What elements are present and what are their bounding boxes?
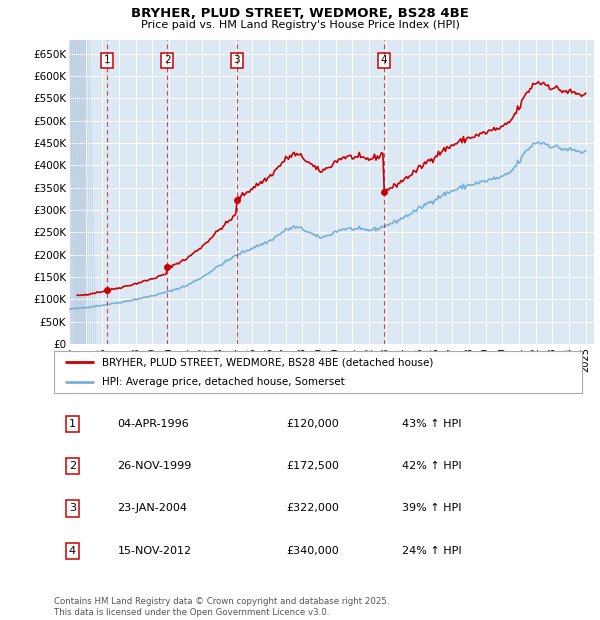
Text: 2: 2 [69, 461, 76, 471]
Text: 24% ↑ HPI: 24% ↑ HPI [403, 546, 462, 556]
Text: 2: 2 [164, 55, 170, 65]
Text: HPI: Average price, detached house, Somerset: HPI: Average price, detached house, Some… [101, 377, 344, 387]
Text: 26-NOV-1999: 26-NOV-1999 [118, 461, 192, 471]
Text: 15-NOV-2012: 15-NOV-2012 [118, 546, 191, 556]
Text: £322,000: £322,000 [286, 503, 339, 513]
Text: 3: 3 [233, 55, 240, 65]
Text: 23-JAN-2004: 23-JAN-2004 [118, 503, 187, 513]
Text: £120,000: £120,000 [286, 419, 339, 429]
Text: BRYHER, PLUD STREET, WEDMORE, BS28 4BE (detached house): BRYHER, PLUD STREET, WEDMORE, BS28 4BE (… [101, 357, 433, 367]
Text: Price paid vs. HM Land Registry's House Price Index (HPI): Price paid vs. HM Land Registry's House … [140, 20, 460, 30]
Text: 04-APR-1996: 04-APR-1996 [118, 419, 189, 429]
Text: 1: 1 [69, 419, 76, 429]
Text: 43% ↑ HPI: 43% ↑ HPI [403, 419, 462, 429]
Text: 3: 3 [69, 503, 76, 513]
Text: £340,000: £340,000 [286, 546, 339, 556]
Text: 39% ↑ HPI: 39% ↑ HPI [403, 503, 462, 513]
Text: 42% ↑ HPI: 42% ↑ HPI [403, 461, 462, 471]
Text: 1: 1 [104, 55, 110, 65]
Text: £172,500: £172,500 [286, 461, 339, 471]
Text: Contains HM Land Registry data © Crown copyright and database right 2025.
This d: Contains HM Land Registry data © Crown c… [54, 598, 389, 617]
Text: 4: 4 [69, 546, 76, 556]
Text: BRYHER, PLUD STREET, WEDMORE, BS28 4BE: BRYHER, PLUD STREET, WEDMORE, BS28 4BE [131, 7, 469, 20]
Text: 4: 4 [380, 55, 387, 65]
